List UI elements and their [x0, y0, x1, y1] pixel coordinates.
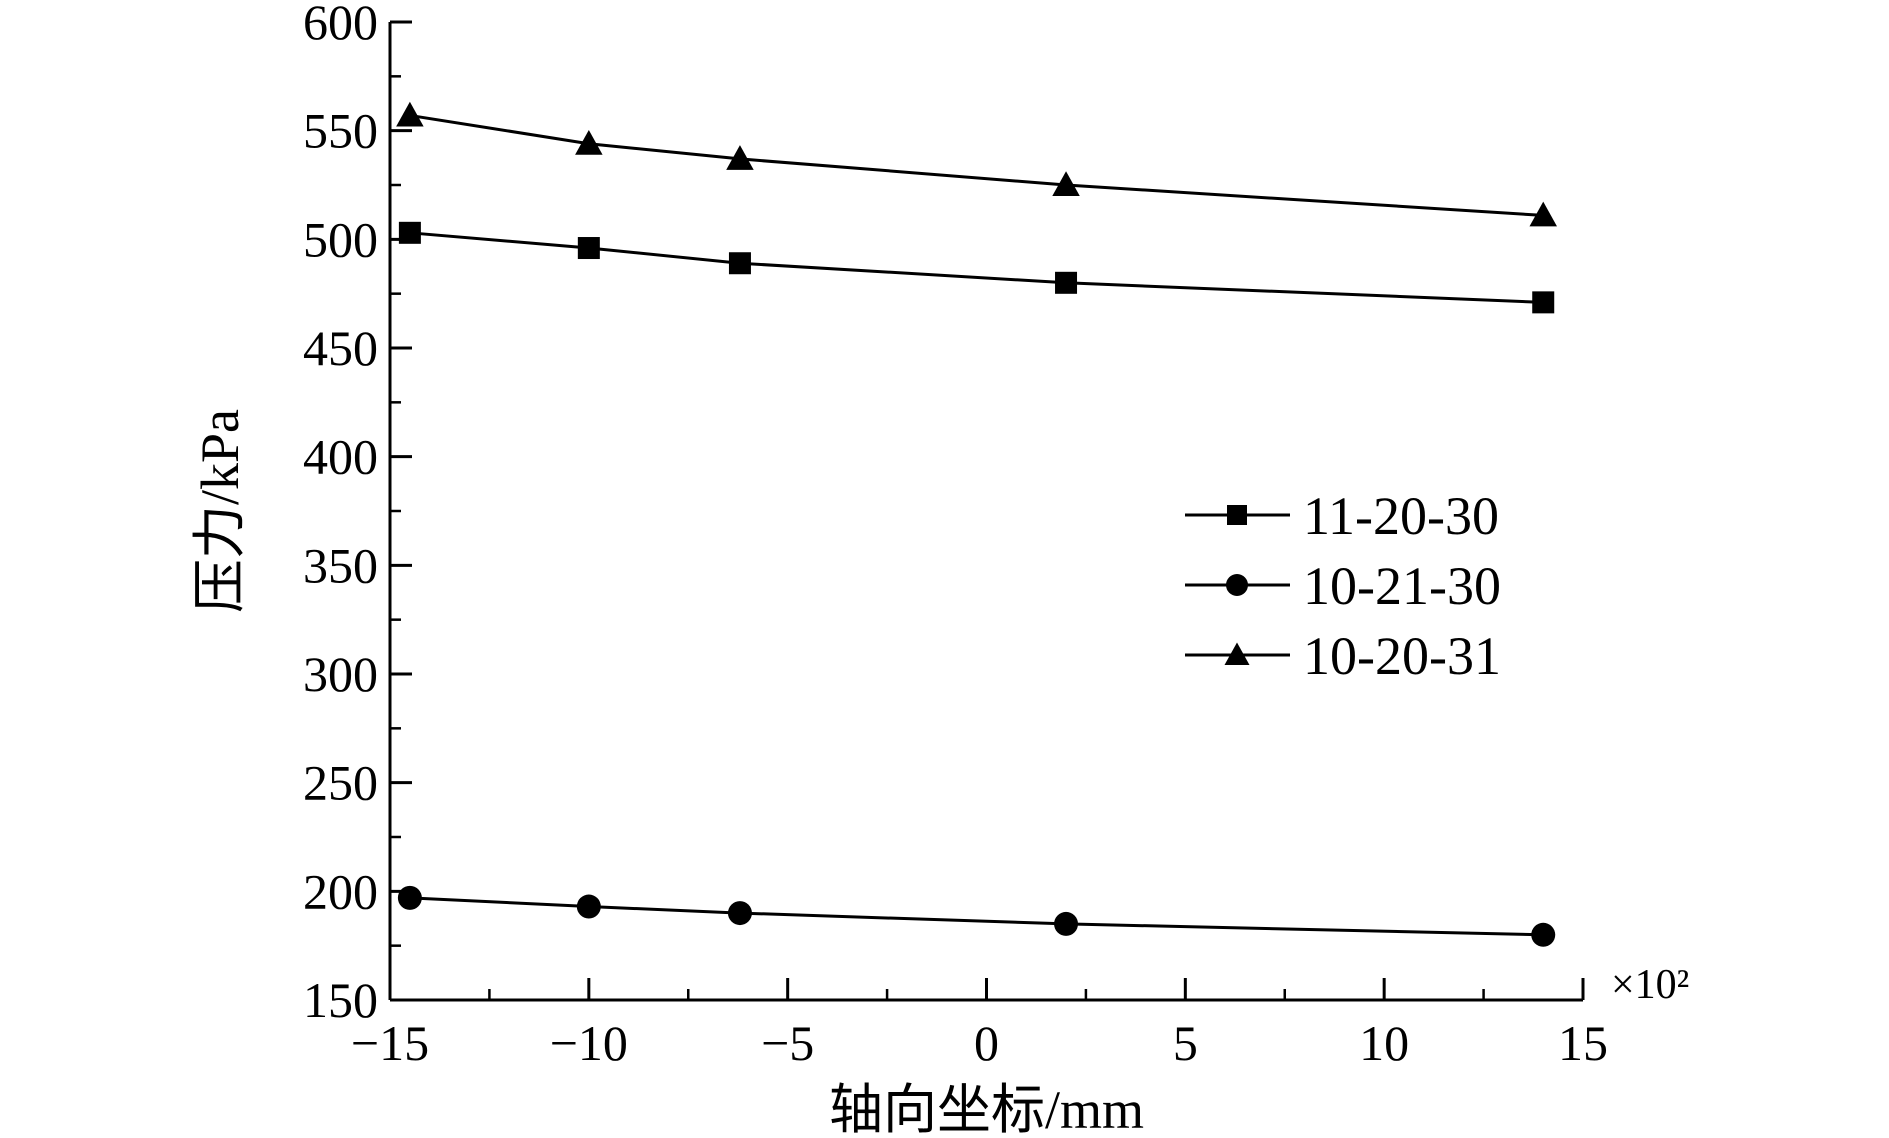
legend-label: 11-20-30 [1303, 486, 1499, 546]
legend-marker [1224, 642, 1250, 665]
data-point [575, 129, 603, 155]
data-point [577, 237, 600, 260]
y-tick-label: 200 [303, 863, 378, 919]
x-tick-label: 15 [1558, 1015, 1608, 1071]
y-tick-label: 250 [303, 755, 378, 811]
legend: 11-20-30 10-21-30 10-20-31 [1185, 486, 1501, 686]
y-tick-label: 550 [303, 103, 378, 159]
data-point [726, 145, 754, 170]
x-tick-label: 5 [1173, 1015, 1198, 1071]
legend-label: 10-20-31 [1303, 626, 1501, 686]
x-tick-label: −15 [351, 1015, 429, 1071]
y-tick-label: 350 [303, 537, 378, 593]
data-point [396, 101, 424, 127]
y-tick-label: 600 [303, 0, 378, 50]
y-axis-title: 压力/kPa [190, 409, 250, 613]
y-tick-label: 500 [303, 211, 378, 267]
legend-marker [1227, 505, 1247, 525]
x-axis-multiplier: ×10² [1611, 962, 1689, 1008]
x-tick-label: 10 [1359, 1015, 1409, 1071]
x-tick-label: 0 [974, 1015, 999, 1071]
data-point [1054, 911, 1079, 936]
data-point [1531, 922, 1556, 947]
y-tick-label: 300 [303, 646, 378, 702]
y-tick-label: 450 [303, 320, 378, 376]
data-point [1052, 171, 1080, 196]
data-point [398, 221, 421, 244]
data-point [1532, 291, 1555, 314]
series-10-21-30 [397, 885, 1556, 947]
series-line [409, 113, 1544, 217]
y-tick-label: 400 [303, 429, 378, 485]
x-tick-label: −5 [761, 1015, 814, 1071]
data-point [1055, 271, 1078, 294]
y-tick-label: 150 [303, 972, 378, 1028]
data-point [397, 885, 422, 910]
data-point [1529, 201, 1557, 227]
legend-label: 10-21-30 [1303, 556, 1501, 616]
data-point [728, 252, 751, 275]
data-point [576, 894, 601, 919]
x-tick-label: −10 [550, 1015, 628, 1071]
series [396, 101, 1557, 947]
x-axis-title: 轴向坐标/mm [829, 1080, 1144, 1138]
series-10-20-31 [396, 101, 1557, 227]
data-point [727, 901, 752, 926]
ticks: 150 200 250 300 350 400 450 500 550 600 −15 −10 −5 0 5… [303, 0, 1608, 1071]
series-11-20-30 [398, 221, 1555, 314]
legend-marker [1226, 574, 1248, 596]
